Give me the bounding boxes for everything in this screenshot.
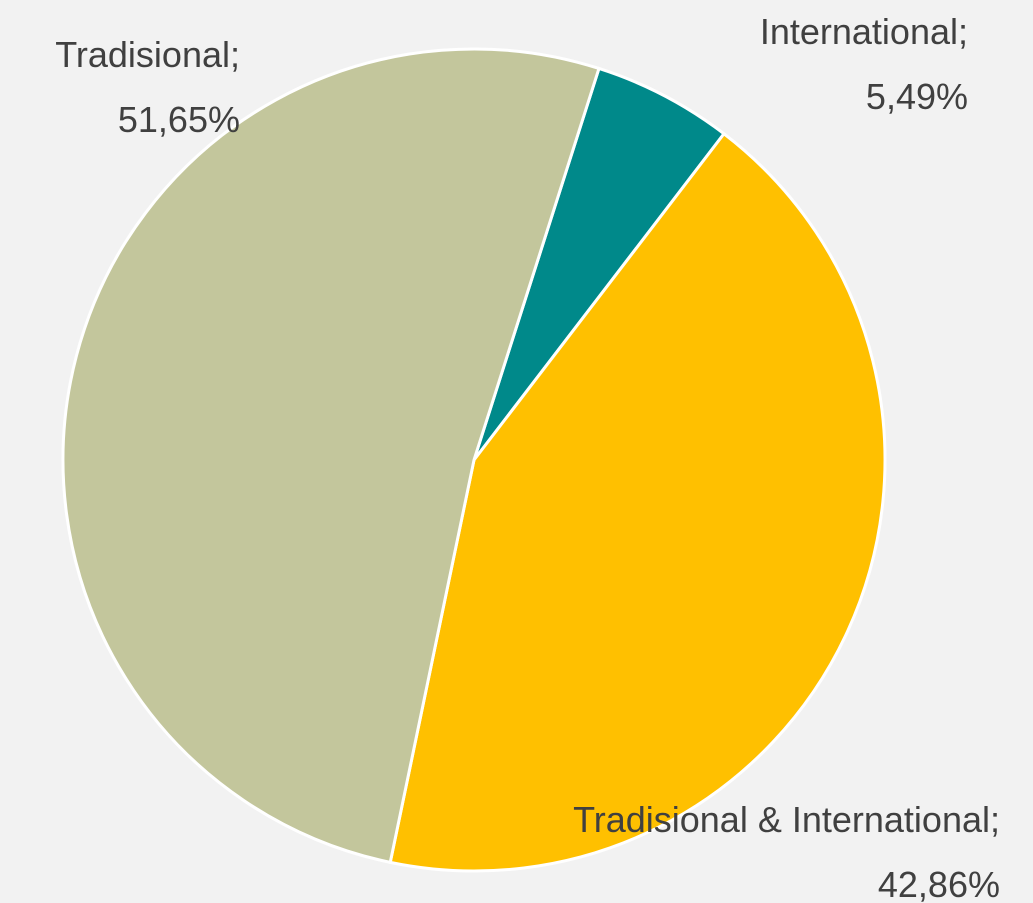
slice-label: Tradisional; [55, 34, 240, 75]
slice-value-label: 42,86% [878, 864, 1000, 903]
pie-slice [472, 66, 727, 461]
label-separator: ; [230, 34, 240, 75]
label-separator: ; [958, 11, 968, 52]
slice-category: International [760, 11, 958, 52]
pie-slice [61, 47, 601, 865]
slice-value-label: 51,65% [118, 99, 240, 140]
slice-label: Tradisional & International; [573, 799, 1000, 840]
slice-category: Tradisional & International [573, 799, 990, 840]
slice-value-label: 5,49% [866, 76, 968, 117]
slice-label: International; [760, 11, 968, 52]
pie-slice [388, 131, 887, 873]
label-separator: ; [990, 799, 1000, 840]
slice-category: Tradisional [55, 34, 230, 75]
